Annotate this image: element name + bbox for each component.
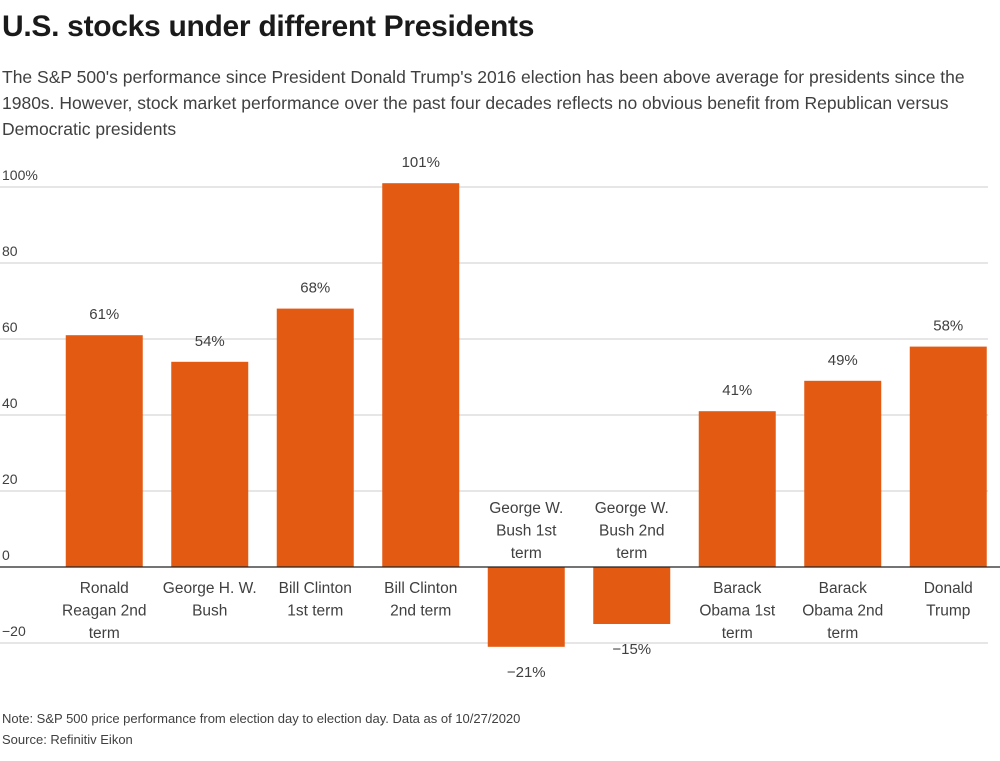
data-label: 54% <box>195 333 225 350</box>
y-tick-label: 100% <box>2 167 38 183</box>
x-tick-label: 1st term <box>287 603 343 620</box>
x-tick-label: 2nd term <box>390 603 451 620</box>
bar <box>171 361 249 567</box>
data-label: −21% <box>507 664 546 681</box>
bar <box>698 411 776 567</box>
data-label: 41% <box>722 382 752 399</box>
x-tick-label: Obama 1st <box>699 603 776 620</box>
bar <box>593 567 671 624</box>
x-tick-label: Donald <box>924 580 973 597</box>
x-tick-label: Bush <box>192 603 227 620</box>
x-tick-label: George H. W. <box>163 580 257 597</box>
y-tick-label: −20 <box>2 623 26 639</box>
x-tick-label: Reagan 2nd <box>62 603 146 620</box>
y-tick-label: 40 <box>2 395 18 411</box>
x-tick-label: Bill Clinton <box>279 580 352 597</box>
chart-note: Note: S&P 500 price performance from ele… <box>2 711 521 726</box>
bar <box>909 346 987 567</box>
y-tick-label: 20 <box>2 471 18 487</box>
x-tick-label: George W. <box>489 500 563 517</box>
x-tick-label: Barack <box>819 580 867 597</box>
bar <box>382 183 460 567</box>
data-label: 49% <box>828 352 858 369</box>
x-tick-label: Barack <box>713 580 761 597</box>
x-tick-label: Bush 1st <box>496 523 557 540</box>
data-label: −15% <box>612 641 651 658</box>
bar <box>487 567 565 647</box>
chart-subtitle: The S&P 500's performance since Presiden… <box>2 67 965 139</box>
x-tick-label: term <box>89 625 120 642</box>
bar <box>65 335 143 567</box>
x-tick-label: term <box>616 545 647 562</box>
x-tick-label: Obama 2nd <box>802 603 883 620</box>
x-tick-label: George W. <box>595 500 669 517</box>
data-label: 68% <box>300 280 330 297</box>
x-tick-label: Bill Clinton <box>384 580 457 597</box>
y-tick-label: 0 <box>2 547 10 563</box>
x-tick-label: Ronald <box>80 580 129 597</box>
data-label: 101% <box>402 154 440 171</box>
x-tick-label: term <box>722 625 753 642</box>
x-tick-label: Trump <box>926 603 970 620</box>
data-label: 58% <box>933 318 963 335</box>
bar <box>804 380 882 567</box>
chart-title: U.S. stocks under different Presidents <box>2 10 535 43</box>
x-tick-label: Bush 2nd <box>599 523 665 540</box>
data-label: 61% <box>89 306 119 323</box>
y-tick-label: 80 <box>2 243 18 259</box>
x-tick-label: term <box>511 545 542 562</box>
chart-source: Source: Refinitiv Eikon <box>2 732 133 747</box>
bar <box>276 308 354 567</box>
x-tick-label: term <box>827 625 858 642</box>
y-tick-label: 60 <box>2 319 18 335</box>
